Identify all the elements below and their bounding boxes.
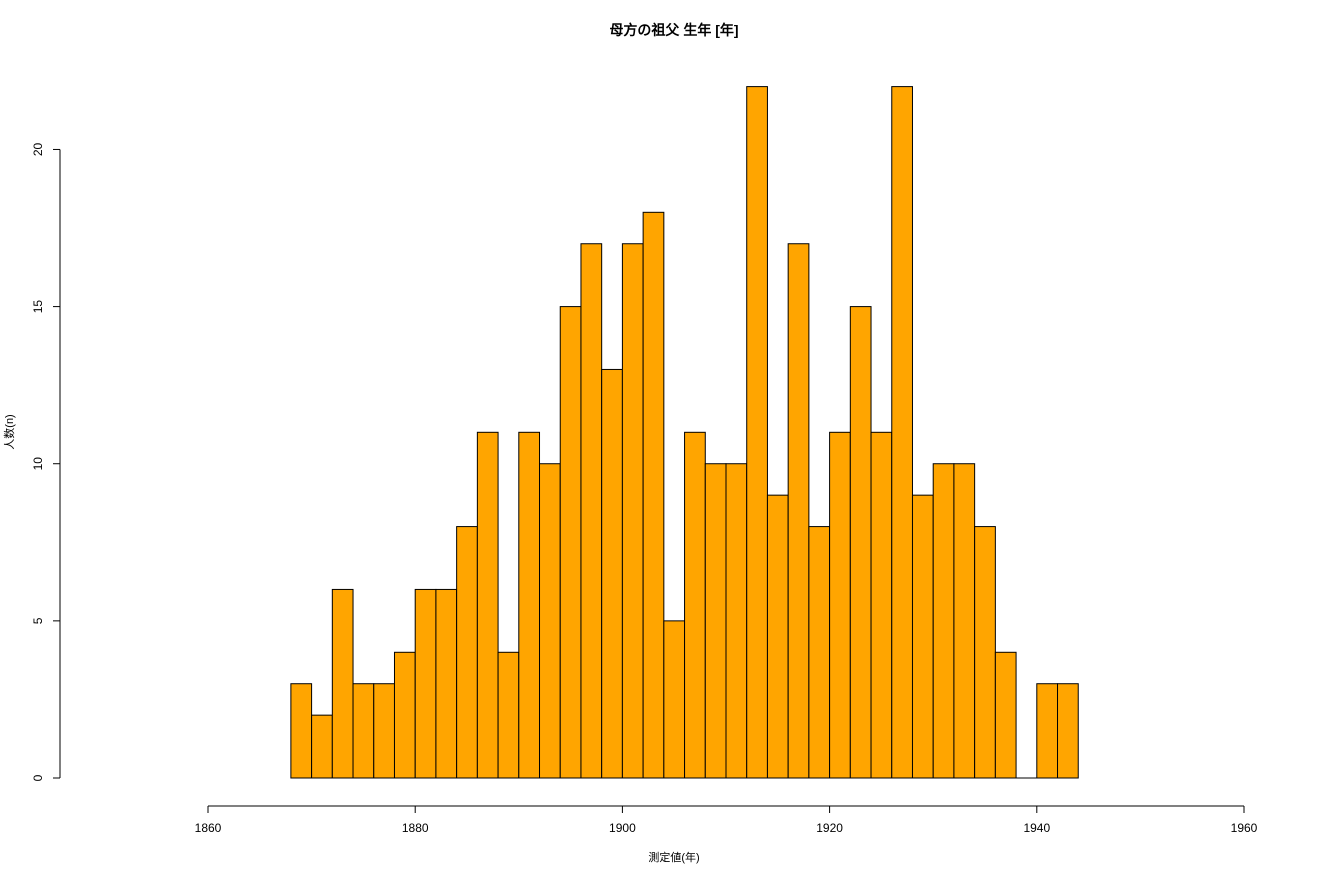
bars-layer bbox=[290, 86, 1079, 779]
y-axis-title: 人数(n) bbox=[3, 414, 16, 449]
x-tick-label: 1940 bbox=[1023, 821, 1050, 835]
histogram-bar bbox=[290, 683, 313, 779]
histogram-bar bbox=[559, 306, 582, 779]
histogram-bar bbox=[932, 463, 955, 779]
x-tick-label: 1900 bbox=[609, 821, 636, 835]
y-axis: 0 5 10 15 20 bbox=[31, 142, 61, 781]
histogram-bar bbox=[456, 526, 478, 779]
histogram-bar bbox=[393, 651, 416, 779]
histogram-bar bbox=[311, 714, 333, 779]
histogram-bar bbox=[435, 588, 458, 779]
histogram-bar bbox=[476, 431, 499, 779]
x-axis-title: 測定値(年) bbox=[648, 850, 699, 864]
histogram-bar bbox=[829, 431, 851, 779]
histogram-bar bbox=[849, 306, 872, 779]
histogram-bar bbox=[414, 588, 437, 779]
y-tick-label: 15 bbox=[31, 300, 45, 314]
x-axis: 1860 1880 1900 1920 1940 1960 bbox=[195, 805, 1258, 835]
histogram-bar bbox=[911, 494, 934, 779]
chart-title: 母方の祖父 生年 [年] bbox=[609, 22, 738, 38]
histogram-bar bbox=[746, 86, 768, 779]
x-tick-label: 1960 bbox=[1231, 821, 1258, 835]
histogram-bar bbox=[642, 211, 665, 779]
histogram-bar bbox=[497, 651, 520, 779]
histogram-bar bbox=[1057, 683, 1079, 779]
histogram-bar bbox=[808, 526, 831, 779]
histogram-bar bbox=[766, 494, 789, 779]
histogram-bar bbox=[704, 463, 727, 779]
x-tick-label: 1880 bbox=[402, 821, 429, 835]
y-tick-label: 0 bbox=[31, 774, 45, 781]
y-tick-label: 5 bbox=[31, 617, 45, 624]
x-tick-label: 1920 bbox=[816, 821, 843, 835]
histogram-bar bbox=[518, 431, 541, 779]
histogram-bar bbox=[974, 526, 996, 779]
histogram-bar bbox=[953, 463, 976, 779]
histogram-bar bbox=[352, 683, 375, 779]
histogram-bar bbox=[725, 463, 748, 779]
histogram-bar bbox=[1036, 683, 1059, 779]
histogram-bar bbox=[684, 431, 706, 779]
x-tick-label: 1860 bbox=[195, 821, 222, 835]
histogram-bar bbox=[891, 86, 913, 779]
histogram-bar bbox=[994, 651, 1017, 779]
histogram-bar bbox=[539, 463, 561, 779]
y-tick-label: 10 bbox=[31, 457, 45, 471]
y-tick-label: 20 bbox=[31, 142, 45, 156]
histogram-bar bbox=[621, 243, 644, 779]
histogram-bar bbox=[870, 431, 893, 779]
histogram-bar bbox=[580, 243, 603, 779]
histogram-bar bbox=[373, 683, 395, 779]
histogram-bar bbox=[331, 588, 354, 779]
histogram-bar bbox=[787, 243, 810, 779]
histogram-bar bbox=[601, 368, 623, 779]
histogram-bar bbox=[663, 620, 686, 779]
